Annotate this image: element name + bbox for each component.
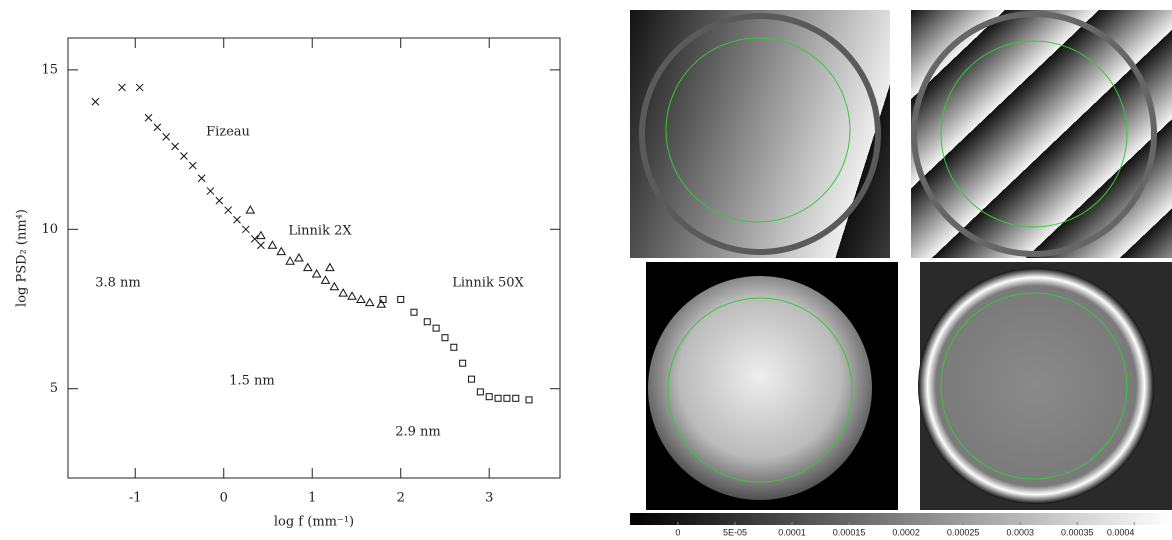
point (494, 394, 502, 402)
point (91, 97, 100, 106)
analysis-circle (940, 40, 1128, 228)
point (233, 215, 241, 224)
annotation: Fizeau (206, 125, 250, 140)
analysis-circle (667, 297, 853, 483)
point (206, 187, 215, 195)
colorbar-tick-label: 0 (675, 527, 680, 537)
annotation: Linnik 2X (288, 224, 352, 239)
colorbar-ramp (630, 513, 1172, 525)
point (242, 225, 250, 234)
point (245, 205, 256, 214)
colorbar-tick-label: 5E-05 (723, 527, 747, 537)
point (450, 343, 458, 351)
point (338, 288, 349, 297)
point (512, 394, 520, 402)
point (144, 113, 153, 122)
point (356, 294, 366, 303)
point (410, 308, 418, 316)
point (250, 235, 259, 243)
colorbar-tick-label: 0.0002 (892, 527, 920, 537)
point (376, 299, 387, 308)
point (311, 268, 322, 278)
x-axis-label: log f (mm⁻¹) (274, 515, 354, 530)
point (118, 83, 126, 92)
point (224, 206, 233, 215)
psd-plot: log f (mm⁻¹) log PSD₂ (nm⁴) Fizeau Linni… (15, 37, 561, 530)
point (476, 388, 484, 396)
colorbar-tick-label: 0.00015 (833, 527, 866, 537)
x-tick-label: 2 (397, 491, 405, 506)
annotation: 2.9 nm (395, 425, 441, 440)
y-tick-label: 5 (50, 381, 58, 396)
plot-frame (67, 37, 561, 479)
point (256, 230, 266, 240)
point (171, 142, 179, 151)
colorbar-tick-label: 0.0001 (778, 527, 806, 537)
point (329, 281, 340, 291)
point (441, 334, 449, 342)
analysis-circle (940, 292, 1128, 480)
aperture-edge (639, 13, 881, 255)
point (302, 262, 313, 272)
point (197, 174, 206, 183)
x-tick-label: -1 (129, 491, 142, 506)
point (432, 324, 440, 332)
point (320, 275, 331, 284)
point (503, 394, 511, 402)
point (364, 297, 375, 307)
point (215, 196, 224, 205)
annotation: 3.8 nm (95, 276, 141, 291)
point (276, 246, 287, 256)
point (257, 241, 265, 250)
colorbar-tick-label: 0.00035 (1061, 527, 1094, 537)
aperture-edge (911, 11, 1157, 257)
point (180, 152, 188, 160)
phase-maps (630, 10, 1172, 510)
point (468, 375, 476, 383)
annotation: Linnik 50X (452, 276, 524, 291)
point (153, 123, 162, 132)
point (267, 240, 278, 249)
point (397, 295, 405, 303)
x-tick-label: 3 (485, 491, 493, 506)
y-tick-label: 10 (41, 222, 58, 237)
x-tick-label: 1 (308, 491, 316, 506)
point (423, 318, 431, 326)
colorbar-tick-label: 0.0003 (1006, 527, 1034, 537)
point (525, 396, 533, 404)
map-image (911, 10, 1172, 258)
point (379, 295, 387, 303)
annotation: 1.5 nm (229, 374, 275, 389)
x-tick-label: 0 (220, 491, 228, 506)
point (162, 132, 171, 141)
point (294, 252, 304, 262)
aperture (918, 268, 1154, 504)
point (135, 83, 144, 92)
point (285, 256, 295, 265)
point (325, 262, 335, 272)
colorbar-tick-label: 0.00025 (947, 527, 980, 537)
colorbar: 0 5E-05 0.0001 0.00015 0.0002 0.00025 0.0003 0.… (630, 513, 1172, 537)
point (459, 359, 467, 367)
point (485, 393, 493, 401)
aperture (648, 276, 872, 500)
colorbar-tick-label: 0.0004 (1107, 527, 1135, 537)
analysis-circle (665, 37, 851, 223)
map-image (630, 10, 890, 258)
point (188, 161, 197, 170)
y-axis-label: log PSD₂ (nm⁴) (15, 209, 30, 307)
point (347, 291, 357, 300)
y-tick-label: 15 (41, 62, 58, 77)
